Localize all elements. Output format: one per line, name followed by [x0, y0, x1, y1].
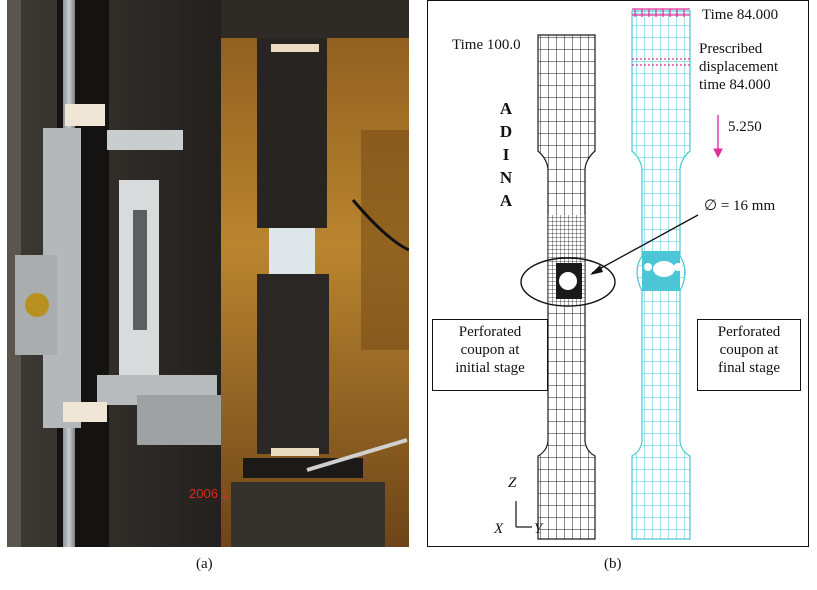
initial-box-line3: initial stage	[455, 360, 525, 376]
initial-box-line2: coupon at	[460, 342, 520, 358]
fe-model-figure: Time 100.0 A D I N A Time 84.000 Prescri…	[427, 0, 809, 547]
axis-x-label: X	[494, 521, 504, 537]
caption-a: (a)	[196, 556, 213, 572]
photo-test-setup: 2006 1	[7, 0, 409, 547]
final-stage-box: Perforated coupon at final stage	[697, 319, 801, 391]
final-box-line2: coupon at	[719, 342, 779, 358]
initial-stage-box: Perforated coupon at initial stage	[432, 319, 548, 391]
photo-date-stamp: 2006 1	[189, 486, 229, 501]
prescribed-label-line3: time 84.000	[699, 77, 771, 93]
axis-y-label: Y	[534, 521, 543, 537]
axis-z-label: Z	[508, 475, 517, 491]
caption-b: (b)	[604, 556, 622, 572]
adina-logo-text: A D I N A	[499, 99, 513, 210]
final-box-line3: final stage	[717, 360, 781, 376]
prescribed-label-line2: displacement	[699, 59, 779, 75]
fe-mesh-drawing	[515, 8, 723, 540]
displacement-value: 5.250	[728, 119, 762, 135]
displacement-arrow	[713, 115, 723, 159]
test-rig-illustration: 2006 1	[7, 0, 409, 547]
initial-time-label: Time 100.0	[452, 37, 521, 53]
diameter-leader-arrow	[590, 214, 699, 275]
hole-highlight-ellipse	[520, 257, 616, 307]
final-time-label: Time 84.000	[702, 7, 779, 23]
final-coupon-mesh	[631, 10, 691, 540]
load-arrows	[632, 8, 690, 66]
prescribed-label-line1: Prescribed	[699, 41, 763, 57]
axis-triad	[515, 501, 532, 528]
initial-box-line1: Perforated	[458, 324, 522, 340]
hole-diameter-label: ∅ = 16 mm	[704, 198, 776, 214]
initial-coupon-mesh	[537, 34, 596, 540]
final-box-line1: Perforated	[717, 324, 781, 340]
